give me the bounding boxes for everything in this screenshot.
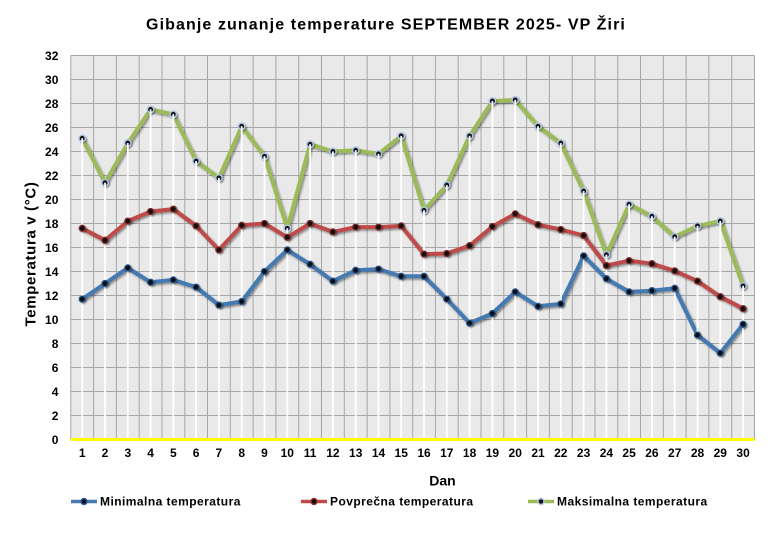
svg-text:23: 23 [577, 446, 591, 460]
svg-text:2: 2 [102, 446, 109, 460]
svg-text:24: 24 [45, 145, 59, 159]
svg-text:13: 13 [349, 446, 363, 460]
svg-text:Maksimalna temperatura: Maksimalna temperatura [557, 495, 708, 509]
svg-text:24: 24 [600, 446, 614, 460]
svg-text:17: 17 [440, 446, 454, 460]
svg-text:16: 16 [417, 446, 431, 460]
svg-text:28: 28 [691, 446, 705, 460]
svg-text:Minimalna temperatura: Minimalna temperatura [100, 495, 241, 509]
svg-text:22: 22 [554, 446, 568, 460]
svg-text:26: 26 [45, 121, 59, 135]
svg-text:20: 20 [509, 446, 523, 460]
svg-text:0: 0 [52, 433, 59, 447]
svg-text:10: 10 [281, 446, 295, 460]
svg-text:5: 5 [170, 446, 177, 460]
svg-text:14: 14 [372, 446, 386, 460]
svg-text:6: 6 [193, 446, 200, 460]
svg-text:21: 21 [531, 446, 545, 460]
svg-text:7: 7 [216, 446, 223, 460]
svg-text:Povprečna temperatura: Povprečna temperatura [330, 495, 474, 509]
svg-text:29: 29 [714, 446, 728, 460]
svg-text:30: 30 [736, 446, 750, 460]
svg-text:22: 22 [45, 169, 59, 183]
svg-text:19: 19 [486, 446, 500, 460]
svg-text:10: 10 [45, 313, 59, 327]
svg-text:9: 9 [261, 446, 268, 460]
svg-text:15: 15 [395, 446, 409, 460]
svg-text:25: 25 [622, 446, 636, 460]
svg-text:26: 26 [645, 446, 659, 460]
svg-text:Temperatura v (°C): Temperatura v (°C) [23, 182, 40, 327]
svg-text:12: 12 [326, 446, 340, 460]
svg-text:32: 32 [45, 49, 59, 63]
svg-text:3: 3 [124, 446, 131, 460]
svg-text:Dan: Dan [429, 473, 455, 489]
svg-text:2: 2 [52, 409, 59, 423]
svg-text:18: 18 [45, 217, 59, 231]
svg-text:8: 8 [52, 337, 59, 351]
svg-text:16: 16 [45, 241, 59, 255]
svg-text:Gibanje zunanje temperature SE: Gibanje zunanje temperature SEPTEMBER 20… [146, 15, 626, 34]
svg-text:1: 1 [79, 446, 86, 460]
svg-text:14: 14 [45, 265, 59, 279]
svg-text:20: 20 [45, 193, 59, 207]
svg-text:28: 28 [45, 97, 59, 111]
svg-text:27: 27 [668, 446, 682, 460]
svg-text:8: 8 [238, 446, 245, 460]
svg-text:4: 4 [52, 385, 59, 399]
svg-text:30: 30 [45, 73, 59, 87]
svg-text:4: 4 [147, 446, 154, 460]
svg-text:11: 11 [304, 446, 317, 460]
svg-text:18: 18 [463, 446, 477, 460]
svg-text:12: 12 [45, 289, 59, 303]
svg-text:6: 6 [52, 361, 59, 375]
